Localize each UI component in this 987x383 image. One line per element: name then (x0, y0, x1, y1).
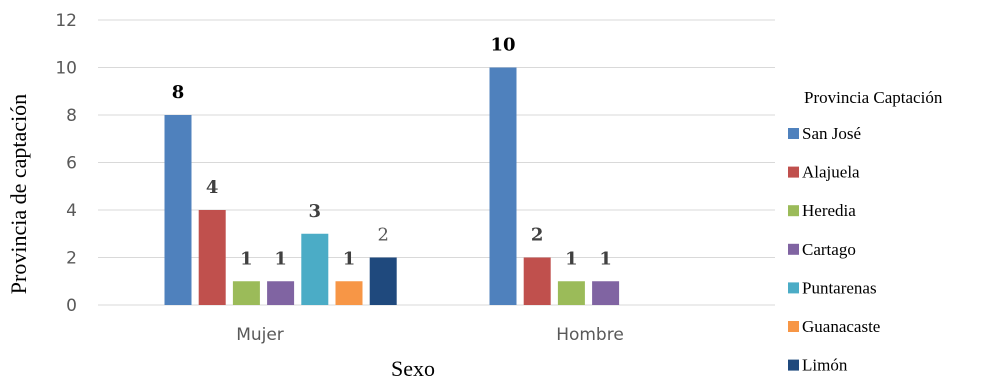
legend-swatch (788, 205, 799, 217)
bar (267, 281, 295, 305)
legend-label: Alajuela (802, 163, 860, 182)
bar (489, 67, 517, 305)
bar (592, 281, 620, 305)
bar (369, 257, 397, 305)
legend-swatch (788, 282, 799, 294)
bar (198, 210, 226, 305)
data-label: 4 (206, 177, 219, 198)
legend-label: Limón (802, 356, 848, 375)
bar (523, 257, 551, 305)
bar (301, 233, 329, 305)
y-tick-label: 10 (55, 59, 77, 79)
y-axis-title: Provincia de captación (6, 94, 31, 294)
data-label: 1 (274, 248, 287, 269)
x-axis-title: Sexo (391, 356, 435, 381)
data-label: 1 (240, 248, 253, 269)
legend-title: Provincia Captación (804, 88, 943, 107)
legend-swatch (788, 359, 799, 371)
y-tick-label: 12 (55, 11, 77, 31)
data-label: 10 (490, 35, 515, 56)
y-tick-label: 0 (66, 296, 77, 316)
x-axis-ticks: Mujer Hombre (236, 325, 624, 345)
bar (232, 281, 260, 305)
legend-label: Cartago (802, 240, 856, 259)
legend-label: San José (802, 124, 861, 143)
legend-swatch (788, 243, 799, 255)
bar (335, 281, 363, 305)
y-tick-label: 8 (66, 106, 77, 126)
y-tick-label: 6 (66, 154, 77, 174)
bar (557, 281, 585, 305)
legend: San José Alajuela Heredia Cartago Puntarenas… (788, 124, 880, 375)
x-tick-label: Mujer (236, 325, 284, 345)
data-label: 2 (377, 225, 388, 246)
legend-label: Heredia (802, 201, 856, 220)
data-label: 2 (531, 225, 544, 246)
data-label: 1 (565, 248, 578, 269)
data-label: 3 (309, 201, 322, 222)
legend-label: Guanacaste (802, 317, 880, 336)
y-tick-label: 2 (66, 249, 77, 269)
y-axis-ticks: 0 2 4 6 8 10 12 (55, 11, 77, 316)
data-label: 8 (172, 82, 185, 103)
bars (164, 67, 620, 305)
y-tick-label: 4 (66, 201, 77, 221)
legend-swatch (788, 128, 799, 139)
data-label: 1 (343, 248, 356, 269)
bar (164, 115, 192, 305)
data-label: 1 (599, 248, 612, 269)
x-tick-label: Hombre (556, 325, 624, 345)
legend-swatch (788, 166, 799, 178)
legend-swatch (788, 321, 799, 332)
legend-label: Puntarenas (802, 278, 877, 297)
